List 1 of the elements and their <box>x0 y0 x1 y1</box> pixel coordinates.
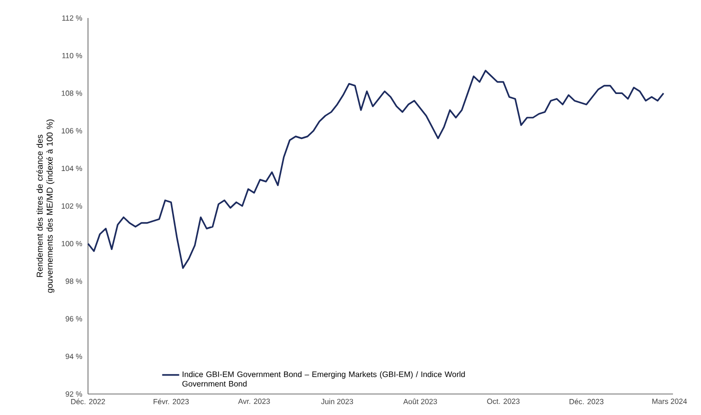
y-axis-title: Rendement des titres de créance des gouvernements des ME/MD (indexé à 100 %) <box>36 119 54 293</box>
